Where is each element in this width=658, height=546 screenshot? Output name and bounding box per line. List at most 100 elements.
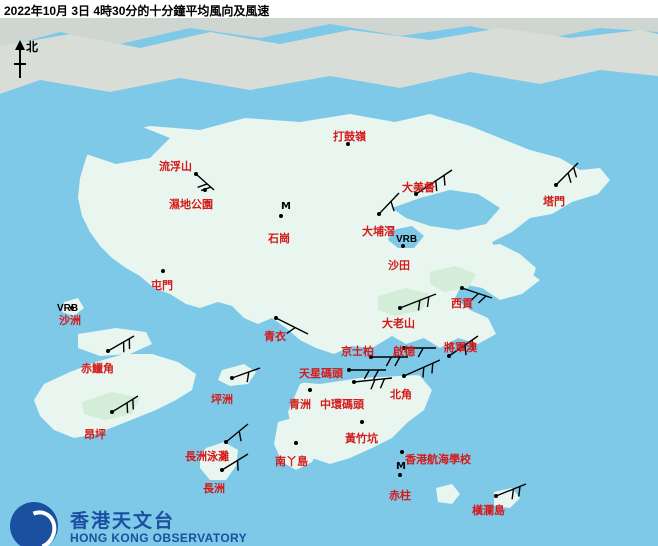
station-label-27: 香港航海學校 — [405, 453, 471, 466]
wind-barb-flag-16-0 — [464, 344, 467, 356]
station-label-3: 大美督 — [402, 181, 435, 194]
wind-barb-shaft-29 — [495, 483, 527, 497]
station-dot-5 — [279, 214, 283, 218]
station-label-0: 打鼓嶺 — [333, 130, 366, 143]
kowloon-park-tint — [378, 288, 430, 316]
station-label-12: 青衣 — [264, 330, 286, 343]
wind-barb-flag-22-1 — [132, 399, 135, 410]
peng-chau-island — [218, 364, 256, 386]
station-label-26: 黃竹坑 — [345, 432, 378, 445]
new-territories-land — [78, 114, 610, 354]
victoria-harbour-water — [286, 354, 452, 384]
deep-bay-water — [70, 114, 170, 164]
lantau-park-tint — [82, 392, 140, 420]
wind-barb-shaft-13 — [107, 335, 135, 352]
wind-barb-flag-18-1 — [379, 378, 386, 389]
wind-barb-flag-23-0 — [238, 431, 242, 442]
wind-barb-flag-3-0 — [435, 180, 438, 192]
wind-barb-shaft-11 — [399, 293, 437, 309]
mainland-urban — [0, 18, 658, 48]
tap-mun-island — [544, 168, 580, 198]
saikung-park-tint — [430, 266, 476, 292]
station-label-29: 橫瀾島 — [472, 504, 505, 517]
station-dot-27 — [400, 450, 404, 454]
station-label-6: 大埔滘 — [362, 225, 395, 238]
station-label-1: 流浮山 — [159, 160, 192, 173]
po-toi-island — [436, 484, 460, 504]
wind-barb-flag-16-1 — [471, 339, 474, 351]
wind-barb-shaft-18 — [353, 377, 393, 383]
wind-barb-flag-4-1 — [572, 167, 578, 178]
wind-barb-layer — [70, 142, 579, 500]
wind-barb-shaft-4 — [555, 162, 579, 186]
cheung-chau-island — [200, 442, 238, 480]
station-label-17: 天星碼頭 — [299, 367, 343, 380]
wind-barb-flag-21-0 — [246, 371, 250, 383]
wind-barb-flag-4-0 — [567, 172, 572, 183]
station-label-22: 昂坪 — [84, 428, 106, 441]
hko-logo: 香港天文台 HONG KONG OBSERVATORY — [10, 500, 250, 546]
wind-barb-flag-10-0 — [470, 292, 479, 301]
station-label-25: 南丫島 — [275, 455, 308, 468]
tolo-harbour-water — [392, 190, 500, 230]
station-dot-25 — [294, 441, 298, 445]
station-label-13: 赤鱲角 — [81, 362, 114, 375]
station-label-8: 屯門 — [151, 279, 173, 292]
station-dot-0 — [346, 142, 350, 146]
wind-barb-shaft-21 — [231, 367, 261, 379]
hong-kong-island — [288, 364, 432, 464]
wind-barb-flag-17-0 — [363, 369, 370, 380]
station-label-5: 石崗 — [268, 232, 290, 245]
wind-barb-flag-15-0 — [417, 347, 424, 358]
wind-barb-flag-10-1 — [477, 295, 487, 304]
wind-barb-flag-22-0 — [126, 402, 129, 414]
logo-text-cn: 香港天文台 — [70, 511, 176, 532]
station-label-9: 沙洲 — [59, 314, 81, 327]
chek-lap-kok-island — [78, 328, 152, 356]
wind-barb-flag-11-0 — [417, 300, 421, 311]
north-arrow: 北 — [8, 38, 42, 82]
station-label-19: 北角 — [390, 388, 412, 401]
wind-barb-shaft-22 — [111, 395, 139, 413]
station-label-7: 沙田 — [388, 259, 410, 272]
hk-wind-map: 打鼓嶺 流浮山 濕地公園 大美督 塔門 石崗 M 大埔滘 沙田 VRB 屯門 沙洲 VRB 西貢 大老山 青衣… — [0, 18, 658, 546]
wind-barb-shaft-10 — [461, 287, 493, 299]
wind-barb-shaft-12 — [275, 317, 309, 335]
logo-text-en: HONG KONG OBSERVATORY — [70, 531, 248, 545]
station-label-11: 大老山 — [382, 317, 415, 330]
wind-barb-flag-24-0 — [236, 460, 239, 471]
wind-barb-shaft-6 — [378, 192, 400, 215]
station-label-20: 青洲 — [289, 398, 311, 411]
wind-barb-flag-14-0 — [385, 356, 392, 367]
page-title: 2022年10月 3日 4時30分的十分鐘平均風向及風速 — [4, 4, 270, 18]
station-label-18: 中環碼頭 — [320, 398, 364, 411]
station-label-16: 將軍澳 — [444, 341, 477, 354]
station-dot-2 — [203, 188, 207, 192]
wind-barb-shaft-16 — [448, 335, 479, 357]
wind-barb-shaft-19 — [403, 359, 441, 377]
logo-circle-icon — [10, 502, 58, 546]
shatin-water — [388, 226, 424, 248]
station-dot-7 — [401, 244, 405, 248]
wind-barb-flag-19-1 — [431, 363, 434, 374]
wind-barb-flag-18-0 — [370, 379, 376, 390]
station-vrb-7: VRB — [396, 234, 418, 245]
station-label-15: 啟德 — [393, 345, 415, 358]
sai-kung-land — [466, 244, 536, 294]
station-m-marker-5: M — [281, 201, 291, 212]
station-dot-26 — [360, 420, 364, 424]
wind-barb-flag-29-0 — [511, 488, 515, 500]
map-landforms — [0, 18, 658, 508]
wind-barb-flag-1-0 — [197, 183, 208, 189]
wind-barb-shaft-3 — [415, 169, 453, 195]
north-label: 北 — [26, 40, 39, 54]
wind-barb-flag-17-1 — [373, 369, 380, 380]
station-label-28: 赤柱 — [389, 489, 411, 502]
station-label-14: 京士柏 — [341, 345, 374, 358]
station-label-23: 長洲泳灘 — [185, 450, 229, 463]
wind-barb-flag-11-1 — [426, 296, 430, 308]
station-label-21: 坪洲 — [211, 393, 233, 406]
station-label-24: 長洲 — [203, 482, 225, 495]
station-vrb-9: VRB — [57, 303, 79, 314]
